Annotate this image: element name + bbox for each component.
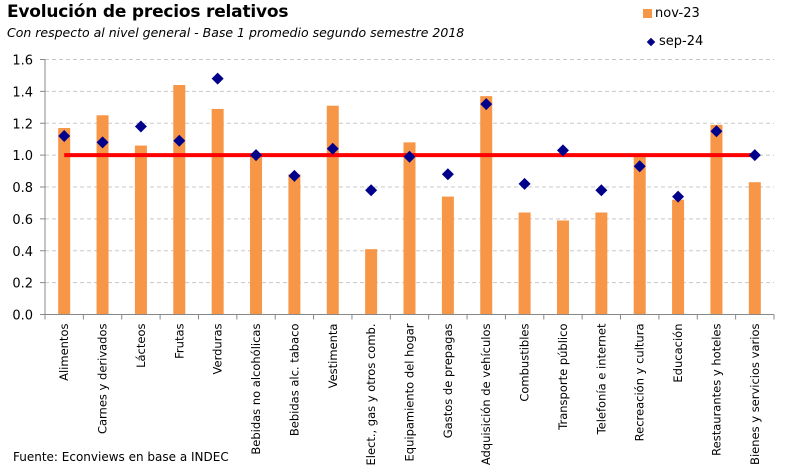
x-category-label: Telefonía e internet [594,323,608,435]
x-category-label: Combustibles [518,324,532,402]
axes [40,59,775,320]
bar [633,155,646,315]
chart-title: Evolución de precios relativos [7,2,289,22]
y-tick-label: 0.8 [12,181,33,196]
x-category-label: Elect., gas y otros comb. [364,324,378,466]
bar [134,145,147,315]
bar [441,196,454,315]
legend-item-sep-24: sep-24 [645,34,703,49]
point-diamond [672,190,685,203]
source-note: Fuente: Econviews en base a INDEC [13,450,229,464]
bar [595,212,608,315]
bars-nov-23 [58,85,761,315]
x-category-label: Frutas [172,323,186,358]
bar [250,155,263,315]
y-tick-label: 0.4 [12,245,33,260]
legend-item-nov-23: nov-23 [643,6,700,21]
bar [672,199,685,315]
bar [58,128,71,315]
point-diamond [211,72,224,85]
x-category-label: Alimentos [57,324,71,381]
point-diamond [595,184,608,197]
point-diamond [288,169,301,182]
bar [556,220,569,315]
legend-label-nov-23: nov-23 [655,6,700,21]
x-category-label: Verduras [211,323,225,374]
y-tick-label: 1.0 [12,149,33,164]
x-category-label: Vestimenta [326,324,340,389]
bar [288,174,301,315]
point-diamond [633,160,646,173]
x-category-labels: Alimentos Carnes y derivados Lácteos Frutas… [57,323,762,466]
x-category-label: Adquisición de vehículos [479,323,493,465]
y-tick-label: 0.6 [12,213,33,228]
bar [326,105,339,315]
x-category-label: Gastos de prepagas [441,324,455,439]
point-diamond [173,134,186,147]
x-category-label: Bebidas no alcohólicas [249,324,263,455]
legend-swatch-bar [643,9,652,18]
bar [518,212,531,315]
x-category-label: Restaurantes y hoteles [709,323,723,455]
y-tick-label: 0.0 [12,309,33,324]
point-diamond [365,184,378,197]
x-category-label: Lácteos [134,323,148,367]
bar [173,85,186,315]
point-diamond [250,149,263,162]
y-tick-label: 1.2 [12,117,33,132]
point-diamond [710,125,723,138]
bar [96,115,109,315]
point-diamond [748,149,761,162]
point-diamond [480,98,493,111]
x-category-label: Educación [671,324,685,383]
legend-label-sep-24: sep-24 [659,34,704,49]
bar [403,142,416,315]
x-category-label: Bebidas alc. tabaco [287,324,301,437]
point-diamond [326,142,339,155]
y-tick-label: 0.2 [12,277,33,292]
point-diamond [403,150,416,163]
point-diamond [58,130,71,142]
x-category-label: Transporte público [556,324,570,431]
bar [365,249,378,315]
y-tick-label: 1.4 [12,85,33,100]
chart-subtitle: Con respecto al nivel general - Base 1 p… [7,25,465,40]
point-diamond [556,144,569,157]
y-tick-labels: 0.0 0.2 0.4 0.6 0.8 1.0 1.2 1.4 1.6 [12,54,33,324]
point-diamond [441,168,454,181]
bar [480,96,493,315]
x-category-label: Bienes y servicios varios [748,323,762,464]
bar [748,182,761,315]
x-category-label: Carnes y derivados [96,324,110,435]
point-diamond [134,120,147,133]
points-sep-24 [58,72,761,203]
x-category-label: Equipamiento del hogar [403,323,417,461]
x-category-label: Recreación y cultura [633,324,647,442]
bar [211,108,224,315]
bar [710,124,723,315]
point-diamond [96,136,109,149]
y-tick-label: 1.6 [12,54,33,69]
point-diamond [518,177,531,190]
